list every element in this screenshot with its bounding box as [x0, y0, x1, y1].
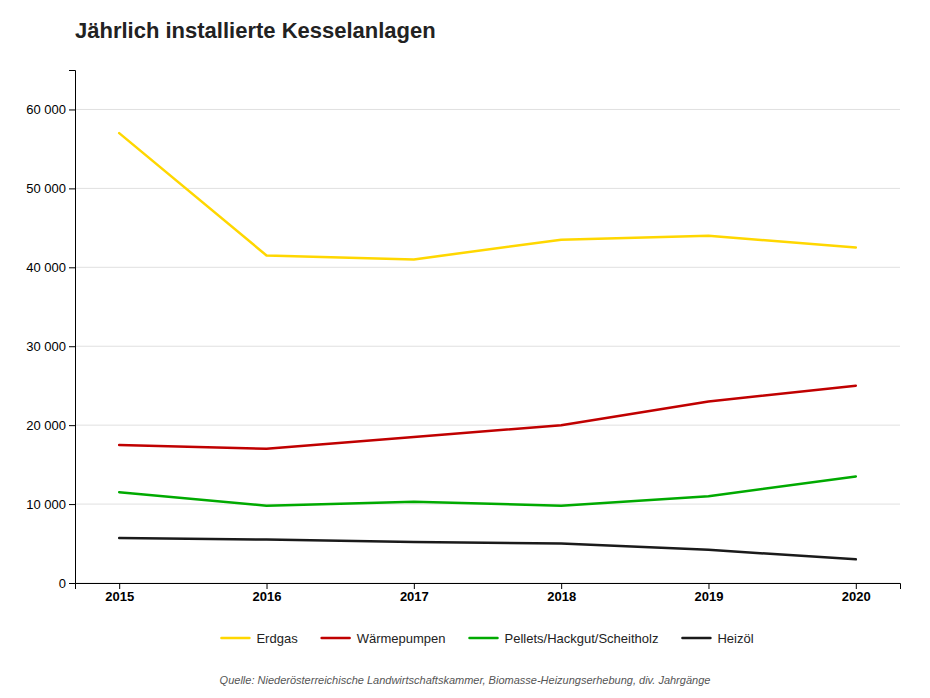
- tick-label: 50 000: [26, 181, 66, 196]
- legend-label: Erdgas: [256, 631, 298, 646]
- legend-swatch: [470, 637, 498, 640]
- chart: 2015 2016 2017 2018 2019 2020 0 10 000 20 000 30 …: [0, 0, 930, 698]
- tick-mark: [69, 504, 75, 505]
- axis-domain: [76, 584, 901, 590]
- tick-mark: [267, 583, 268, 589]
- legend-swatch: [221, 637, 249, 640]
- tick: 30 000: [26, 339, 75, 354]
- y-axis: 0 10 000 20 000 30 000 40 000 50 000 60 000: [26, 71, 75, 591]
- legend-label: Heizöl: [717, 631, 753, 646]
- legend-item: Wärmepumpen: [322, 631, 446, 646]
- legend: Erdgas Wärmepumpen Pellets/Hackgut/Scheith…: [221, 631, 753, 646]
- tick-label: 2018: [547, 589, 576, 604]
- tick-label: 0: [59, 576, 66, 591]
- tick-mark: [856, 583, 857, 589]
- tick: 2016: [253, 583, 282, 604]
- tick: 20 000: [26, 418, 75, 433]
- line: [119, 476, 856, 505]
- tick: 2019: [695, 583, 724, 604]
- grid-line: [75, 109, 900, 110]
- tick-mark: [69, 346, 75, 347]
- tick-label: 2019: [695, 589, 724, 604]
- tick: 2017: [400, 583, 429, 604]
- grid-line: [75, 267, 900, 268]
- tick-mark: [69, 425, 75, 426]
- tick: 2018: [547, 583, 576, 604]
- tick-label: 20 000: [26, 418, 66, 433]
- source-note: Quelle: Niederösterreichische Landwirtsc…: [220, 674, 711, 686]
- tick: 50 000: [26, 181, 75, 196]
- line: [119, 538, 856, 559]
- grid-line: [75, 188, 900, 189]
- legend-item: Pellets/Hackgut/Scheitholz: [470, 631, 659, 646]
- grid-line: [75, 425, 900, 426]
- tick-mark: [69, 188, 75, 189]
- tick-mark: [69, 267, 75, 268]
- tick: 2020: [842, 583, 871, 604]
- legend-swatch: [322, 637, 350, 640]
- tick-mark: [69, 583, 75, 584]
- tick-label: 2020: [842, 589, 871, 604]
- legend-item: Heizöl: [682, 631, 753, 646]
- lines: [119, 133, 856, 559]
- legend-label: Wärmepumpen: [357, 631, 446, 646]
- tick-mark: [708, 583, 709, 589]
- tick-label: 2016: [253, 589, 282, 604]
- tick: 2015: [105, 583, 134, 604]
- grid-line: [75, 346, 900, 347]
- tick-label: 40 000: [26, 260, 66, 275]
- tick-mark: [414, 583, 415, 589]
- tick-label: 2017: [400, 589, 429, 604]
- tick: 60 000: [26, 102, 75, 117]
- tick-mark: [69, 109, 75, 110]
- tick-label: 10 000: [26, 497, 66, 512]
- title: Jährlich installierte Kesselanlagen: [75, 18, 436, 43]
- tick-label: 30 000: [26, 339, 66, 354]
- tick-label: 2015: [105, 589, 134, 604]
- tick: 40 000: [26, 260, 75, 275]
- legend-swatch: [682, 637, 710, 640]
- axis-domain: [69, 71, 76, 584]
- legend-item: Erdgas: [221, 631, 298, 646]
- line: [119, 133, 856, 259]
- tick-label: 60 000: [26, 102, 66, 117]
- tick: 10 000: [26, 497, 75, 512]
- tick-mark: [119, 583, 120, 589]
- x-axis: 2015 2016 2017 2018 2019 2020: [76, 583, 901, 604]
- grid: [75, 109, 900, 583]
- line: [119, 386, 856, 449]
- legend-label: Pellets/Hackgut/Scheitholz: [505, 631, 659, 646]
- tick: 0: [59, 576, 75, 591]
- tick-mark: [561, 583, 562, 589]
